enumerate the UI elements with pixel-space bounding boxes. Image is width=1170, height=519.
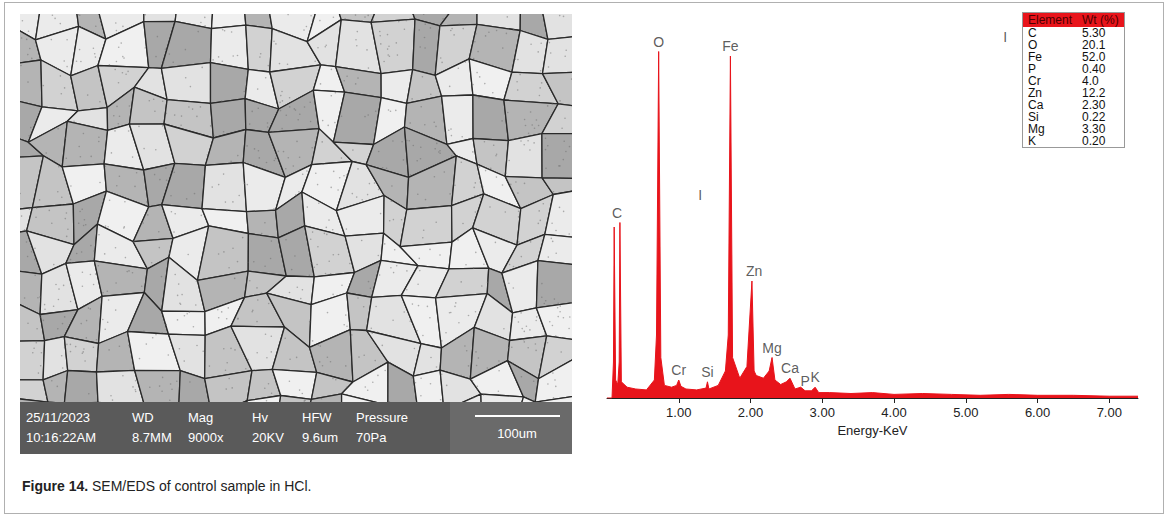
svg-text:7.00: 7.00 [1097,405,1122,420]
html-text:4.0: 4.0 [1082,74,1099,88]
svg-text:6.00: 6.00 [1025,405,1050,420]
svg-text:Cr: Cr [671,362,686,378]
svg-text:100um: 100um [497,426,537,441]
svg-text:I: I [698,187,702,203]
svg-text:Hv: Hv [252,410,268,425]
html-text:Cr: Cr [1028,74,1041,88]
html-text:O: O [1028,38,1038,52]
html-text:3.30: 3.30 [1082,122,1106,136]
svg-text:8.7MM: 8.7MM [132,430,172,445]
svg-text:Mg: Mg [762,340,781,356]
svg-text:Zn: Zn [746,263,762,279]
html-text:5.30: 5.30 [1082,26,1106,40]
svg-text:70Pa: 70Pa [356,430,387,445]
html-text:C: C [1028,26,1037,40]
svg-text:Si: Si [701,364,713,380]
svg-text:I: I [1003,29,1007,45]
html-text:0.40: 0.40 [1082,62,1106,76]
html-text:52.0: 52.0 [1082,50,1106,64]
html-text:Element: Element [1028,13,1072,27]
html-text:Zn: Zn [1028,86,1042,100]
html-text:0.20: 0.20 [1082,134,1106,148]
svg-text:4.00: 4.00 [881,405,906,420]
svg-text:1.00: 1.00 [666,405,691,420]
html-text:2.30: 2.30 [1082,98,1106,112]
html-text:K: K [1028,134,1036,148]
svg-text:P: P [800,373,809,389]
svg-text:10:16:22AM: 10:16:22AM [26,430,96,445]
html-text:Fe: Fe [1028,50,1042,64]
svg-text:Pressure: Pressure [356,410,408,425]
svg-text:K: K [810,369,820,385]
html-text:P: P [1028,62,1036,76]
html-text:Wt (%): Wt (%) [1082,13,1119,27]
svg-text:25/11/2023: 25/11/2023 [26,410,90,425]
svg-text:C: C [612,205,622,221]
svg-text:Mag: Mag [188,410,213,425]
svg-text:HFW: HFW [302,410,332,425]
html-text:20.1: 20.1 [1082,38,1106,52]
html-text:Ca: Ca [1028,98,1044,112]
svg-text:9.6um: 9.6um [302,430,338,445]
svg-text:2.00: 2.00 [738,405,763,420]
svg-text:WD: WD [132,410,154,425]
svg-text:20KV: 20KV [252,430,284,445]
svg-text:Ca: Ca [781,360,799,376]
svg-text:9000x: 9000x [188,430,224,445]
html-text:Figure 14. SEM/EDS of control: Figure 14. SEM/EDS of control sample in … [22,478,312,494]
html-text:12.2: 12.2 [1082,86,1106,100]
svg-text:O: O [653,34,664,50]
svg-text:5.00: 5.00 [953,405,978,420]
svg-text:Energy-KeV: Energy-KeV [837,423,907,438]
html-text:0.22: 0.22 [1082,110,1106,124]
svg-text:3.00: 3.00 [810,405,835,420]
svg-text:Fe: Fe [722,38,739,54]
html-text:Mg: Mg [1028,122,1045,136]
html-text:Si: Si [1028,110,1039,124]
